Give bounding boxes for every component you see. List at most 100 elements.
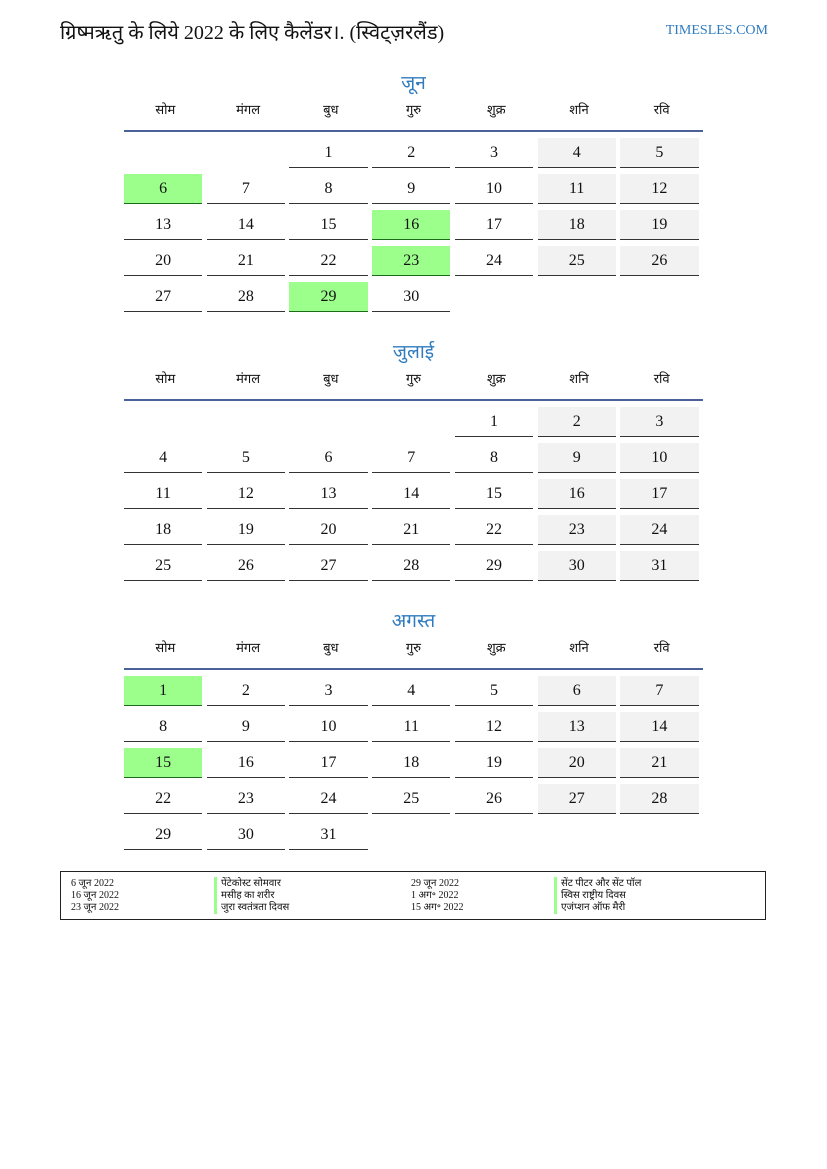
- day-cell[interactable]: 13: [537, 712, 616, 742]
- day-cell[interactable]: 7: [620, 676, 699, 706]
- day-cell[interactable]: 14: [206, 210, 285, 240]
- day-cell[interactable]: 15: [454, 479, 534, 509]
- day-cell[interactable]: 16: [537, 479, 616, 509]
- day-cell[interactable]: 20: [289, 515, 368, 545]
- day-cell[interactable]: 17: [289, 748, 368, 778]
- day-cell[interactable]: 16: [372, 210, 451, 240]
- day-cell[interactable]: 9: [537, 443, 616, 473]
- site-link[interactable]: TIMESLES.COM: [665, 23, 768, 38]
- day-cell[interactable]: 30: [372, 282, 451, 312]
- empty-cell: [620, 820, 698, 850]
- day-cell[interactable]: 23: [537, 515, 616, 545]
- day-cell[interactable]: 4: [372, 676, 451, 706]
- day-cell[interactable]: 28: [206, 282, 285, 312]
- day-cell[interactable]: 24: [620, 515, 699, 545]
- day-cell[interactable]: 3: [454, 138, 534, 168]
- day-cell[interactable]: 26: [620, 246, 699, 276]
- day-cell[interactable]: 11: [537, 174, 616, 204]
- day-cell[interactable]: 24: [454, 246, 534, 276]
- day-cell[interactable]: 20: [537, 748, 616, 778]
- day-cell[interactable]: 25: [537, 246, 616, 276]
- day-cell[interactable]: 4: [537, 138, 616, 168]
- day-cell[interactable]: 14: [372, 479, 451, 509]
- day-cell[interactable]: 22: [289, 246, 368, 276]
- day-cell[interactable]: 27: [289, 551, 368, 581]
- day-cell[interactable]: 14: [620, 712, 699, 742]
- legend-row: 6 जून 2022 पेंटेकोस्ट सोमवार 29 जून 2022 से…: [61, 877, 765, 890]
- day-cell[interactable]: 19: [206, 515, 285, 545]
- day-cell[interactable]: 23: [206, 784, 285, 814]
- week-row: 15 16 17 18 19 20 21: [124, 742, 703, 778]
- day-cell[interactable]: 21: [620, 748, 699, 778]
- day-cell[interactable]: 8: [454, 443, 534, 473]
- day-cell[interactable]: 9: [206, 712, 285, 742]
- day-cell[interactable]: 30: [537, 551, 616, 581]
- day-cell[interactable]: 21: [206, 246, 285, 276]
- day-cell[interactable]: 29: [289, 282, 368, 312]
- day-cell[interactable]: 19: [454, 748, 534, 778]
- day-cell[interactable]: 3: [620, 407, 699, 437]
- day-cell[interactable]: 27: [124, 282, 203, 312]
- day-cell[interactable]: 26: [454, 784, 534, 814]
- day-cell[interactable]: 29: [124, 820, 203, 850]
- day-cell[interactable]: 15: [124, 748, 203, 778]
- day-cell[interactable]: 5: [206, 443, 285, 473]
- day-cell[interactable]: 30: [206, 820, 285, 850]
- day-cell[interactable]: 9: [372, 174, 451, 204]
- day-cell[interactable]: 3: [289, 676, 368, 706]
- day-cell[interactable]: 10: [289, 712, 368, 742]
- day-cell[interactable]: 10: [454, 174, 534, 204]
- day-cell[interactable]: 2: [537, 407, 616, 437]
- day-cell[interactable]: 22: [454, 515, 534, 545]
- empty-cell: [207, 138, 285, 168]
- day-cell[interactable]: 12: [454, 712, 534, 742]
- day-cell[interactable]: 2: [206, 676, 285, 706]
- day-cell[interactable]: 7: [206, 174, 285, 204]
- day-cell[interactable]: 5: [454, 676, 534, 706]
- day-cell[interactable]: 2: [372, 138, 451, 168]
- week-row: 20 21 22 23 24 25 26: [124, 240, 703, 276]
- day-cell[interactable]: 16: [206, 748, 285, 778]
- day-cell[interactable]: 8: [124, 712, 203, 742]
- day-cell[interactable]: 22: [124, 784, 203, 814]
- day-cell[interactable]: 7: [372, 443, 451, 473]
- day-cell[interactable]: 6: [124, 174, 203, 204]
- day-cell[interactable]: 24: [289, 784, 368, 814]
- day-cell[interactable]: 18: [537, 210, 616, 240]
- day-cell[interactable]: 15: [289, 210, 368, 240]
- day-cell[interactable]: 31: [620, 551, 699, 581]
- day-cell[interactable]: 1: [124, 676, 203, 706]
- day-cell[interactable]: 17: [454, 210, 534, 240]
- day-cell[interactable]: 11: [124, 479, 203, 509]
- day-cell[interactable]: 1: [454, 407, 534, 437]
- day-cell[interactable]: 8: [289, 174, 368, 204]
- day-cell[interactable]: 13: [289, 479, 368, 509]
- day-cell[interactable]: 11: [372, 712, 451, 742]
- day-cell[interactable]: 18: [372, 748, 451, 778]
- weekday-label: बुध: [323, 372, 339, 387]
- day-cell[interactable]: 23: [372, 246, 451, 276]
- day-cell[interactable]: 1: [289, 138, 368, 168]
- day-cell[interactable]: 6: [537, 676, 616, 706]
- day-cell[interactable]: 5: [620, 138, 699, 168]
- day-cell[interactable]: 12: [206, 479, 285, 509]
- day-cell[interactable]: 10: [620, 443, 699, 473]
- day-cell[interactable]: 19: [620, 210, 699, 240]
- day-cell[interactable]: 18: [124, 515, 203, 545]
- day-cell[interactable]: 13: [124, 210, 203, 240]
- day-cell[interactable]: 17: [620, 479, 699, 509]
- day-cell[interactable]: 25: [124, 551, 203, 581]
- day-cell[interactable]: 29: [454, 551, 534, 581]
- day-cell[interactable]: 28: [372, 551, 451, 581]
- day-cell[interactable]: 28: [620, 784, 699, 814]
- day-cell[interactable]: 4: [124, 443, 203, 473]
- day-cell[interactable]: 25: [372, 784, 451, 814]
- day-cell[interactable]: 27: [537, 784, 616, 814]
- day-cell[interactable]: 20: [124, 246, 203, 276]
- day-cell[interactable]: 21: [372, 515, 451, 545]
- day-cell[interactable]: 31: [289, 820, 368, 850]
- empty-cell: [372, 407, 450, 437]
- day-cell[interactable]: 12: [620, 174, 699, 204]
- day-cell[interactable]: 26: [206, 551, 285, 581]
- day-cell[interactable]: 6: [289, 443, 368, 473]
